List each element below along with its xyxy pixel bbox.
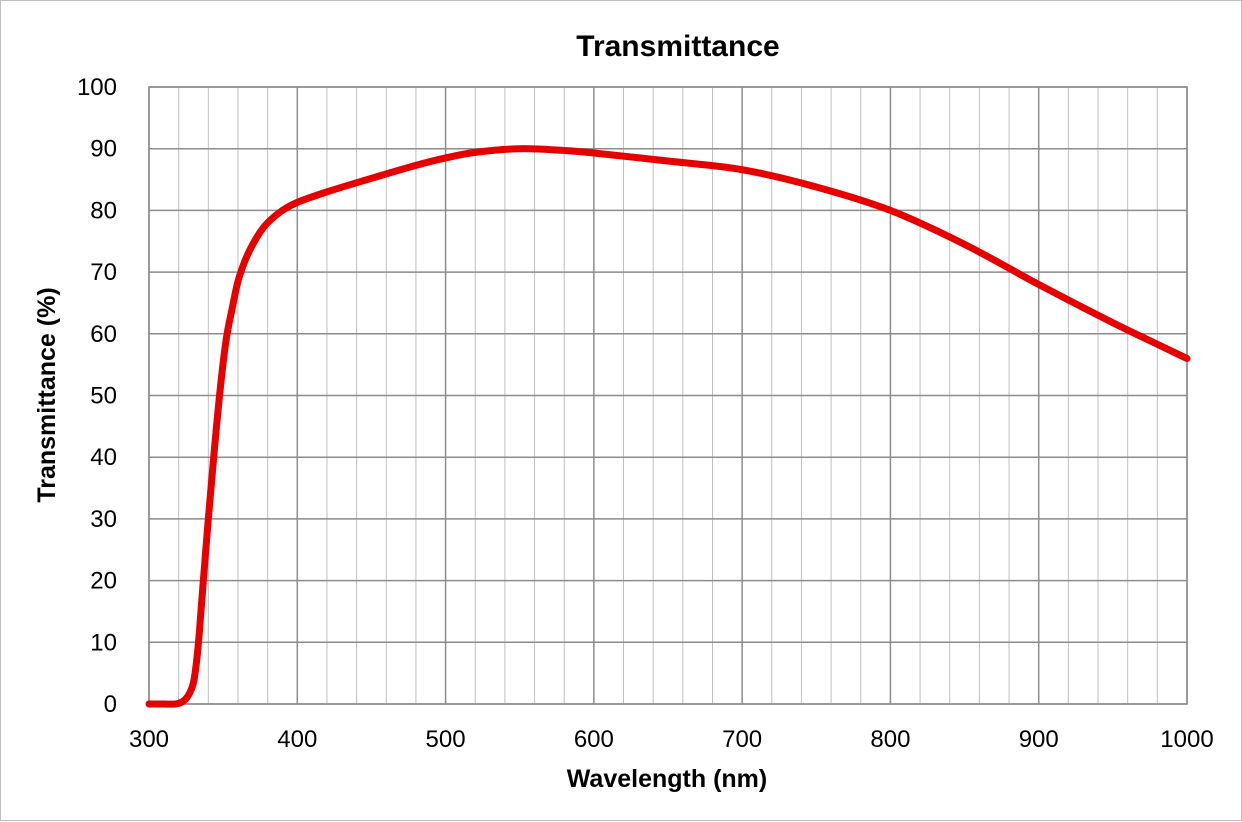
grid <box>148 86 1188 705</box>
x-tick-label: 500 <box>426 726 466 753</box>
y-axis-title: Transmittance (%) <box>33 287 61 502</box>
plot-border <box>148 86 1188 705</box>
x-tick-labels: 300 400 500 600 700 800 900 1000 <box>129 726 1214 753</box>
series-line-transmittance <box>145 145 1191 708</box>
x-tick-label: 1000 <box>1160 726 1213 753</box>
x-tick-label: 900 <box>1019 726 1059 753</box>
y-tick-label: 80 <box>90 197 117 224</box>
y-tick-labels: 0 10 20 30 40 50 60 70 80 90 100 <box>77 74 117 718</box>
series-layer <box>145 145 1191 708</box>
x-axis-title: Wavelength (nm) <box>567 765 767 793</box>
y-tick-label: 90 <box>90 136 117 163</box>
x-tick-label: 400 <box>277 726 317 753</box>
x-tick-label: 600 <box>574 726 614 753</box>
y-tick-label: 0 <box>104 691 117 718</box>
y-tick-label: 100 <box>77 74 117 101</box>
y-tick-label: 20 <box>90 568 117 595</box>
y-tick-label: 40 <box>90 444 117 471</box>
y-tick-label: 60 <box>90 321 117 348</box>
x-tick-label: 800 <box>870 726 910 753</box>
y-tick-label: 30 <box>90 506 117 533</box>
x-tick-label: 300 <box>129 726 169 753</box>
y-tick-label: 70 <box>90 259 117 286</box>
y-tick-label: 50 <box>90 383 117 410</box>
y-tick-label: 10 <box>90 629 117 656</box>
chart-title: Transmittance <box>576 30 779 63</box>
x-tick-label: 700 <box>722 726 762 753</box>
